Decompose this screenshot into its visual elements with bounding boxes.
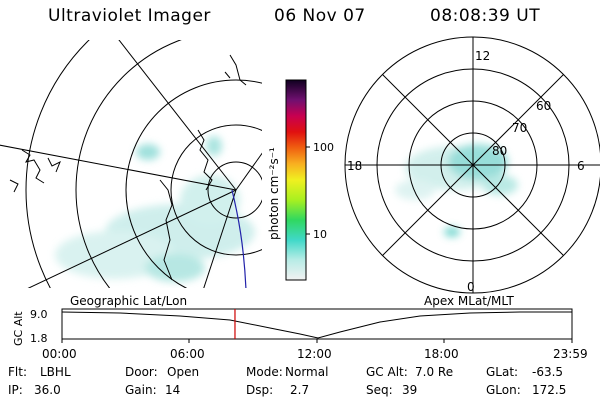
timeline-ytick-high: 9.0 [30, 308, 48, 321]
mlt-label-0: 0 [467, 280, 475, 294]
altitude-timeline: GC Alt 9.0 1.8 Geographic Lat/Lon Apex M… [12, 294, 588, 361]
colorbar-tick-100: 100 [313, 141, 334, 154]
timeline-xtick-0: 00:00 [42, 347, 77, 361]
polar-aurora-emission [395, 144, 518, 237]
timeline-xtick-2: 12:00 [297, 347, 332, 361]
flt-key: Flt: [8, 365, 27, 379]
flt-value: LBHL [40, 365, 71, 379]
lat-label-60: 60 [536, 99, 551, 113]
mode-value: Normal [285, 365, 329, 379]
meridian-lines [0, 40, 262, 288]
gain-value: 14 [165, 383, 181, 397]
glon-value: 172.5 [532, 383, 567, 397]
mlt-label-18: 18 [347, 159, 362, 173]
door-value: Open [167, 365, 200, 379]
seq-key: Seq: [366, 383, 393, 397]
apex-polar-plot: 12 6 0 18 60 70 80 [344, 36, 600, 294]
gain-key: Gain: [125, 383, 157, 397]
seq-value: 39 [402, 383, 418, 397]
ip-key: IP: [8, 383, 23, 397]
timeline-xtick-3: 18:00 [424, 347, 459, 361]
latitude-circles [25, 40, 262, 288]
dsp-key: Dsp: [246, 383, 274, 397]
geographic-map [0, 40, 262, 288]
mlt-label-12: 12 [475, 49, 490, 63]
satellite-ground-track [231, 189, 247, 288]
colorbar: 100 10 photon cm⁻²s⁻¹ [267, 79, 334, 281]
lat-label-70: 70 [512, 121, 527, 135]
glat-key: GLat: [486, 365, 519, 379]
glon-key: GLon: [486, 383, 521, 397]
mlt-label-6: 6 [577, 159, 585, 173]
glat-value: -63.5 [532, 365, 564, 379]
colorbar-tick-10: 10 [313, 228, 327, 241]
timeline-ytick-low: 1.8 [30, 332, 48, 345]
gcalt-value: 7.0 Re [415, 365, 454, 379]
coastlines [9, 54, 247, 281]
ip-value: 36.0 [34, 383, 61, 397]
observation-date: 06 Nov 07 [274, 6, 366, 26]
dsp-value: 2.7 [290, 383, 310, 397]
observation-time: 08:08:39 UT [430, 6, 541, 26]
timeline-left-caption: Geographic Lat/Lon [70, 294, 187, 308]
colorbar-unit-label: photon cm⁻²s⁻¹ [267, 147, 281, 240]
gcalt-key: GC Alt: [366, 365, 408, 379]
door-key: Door: [125, 365, 158, 379]
lat-label-80: 80 [492, 144, 507, 158]
mode-key: Mode: [246, 365, 283, 379]
timeline-xtick-4: 23:59 [553, 347, 588, 361]
timeline-xtick-1: 06:00 [170, 347, 205, 361]
timeline-right-caption: Apex MLat/MLT [424, 294, 514, 308]
aurora-emission [55, 136, 255, 282]
altitude-curve [61, 311, 572, 339]
timeline-ylabel: GC Alt [12, 311, 25, 346]
instrument-title: Ultraviolet Imager [48, 6, 211, 26]
